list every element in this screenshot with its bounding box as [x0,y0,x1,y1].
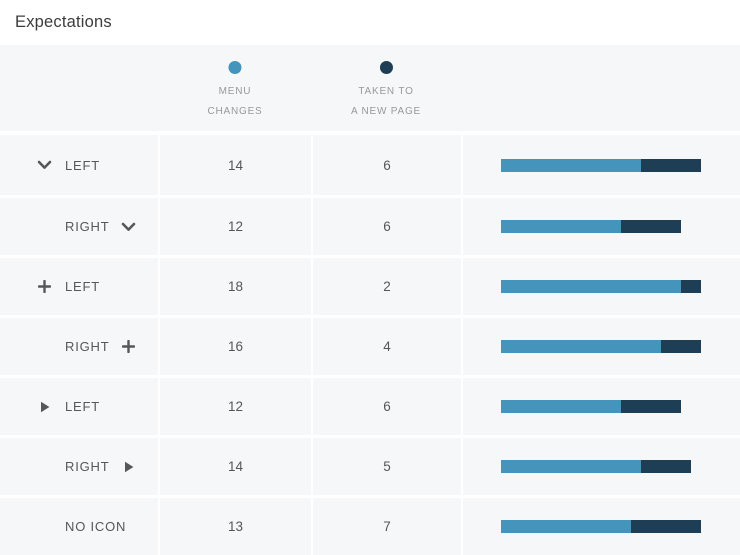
row-label-cell: RIGHT [0,198,158,255]
row-label: RIGHT [65,339,110,354]
table-row: RIGHT 14 5 [0,435,740,495]
title-bar: Expectations [0,0,740,45]
bar-cell [461,498,740,555]
table-row: RIGHT 12 6 [0,195,740,255]
row-label-cell: LEFT [0,378,158,435]
stacked-bar [501,520,701,533]
stacked-bar [501,340,701,353]
menu-changes-segment [501,520,631,533]
menu-changes-value: 12 [158,378,311,435]
menu-changes-value: 14 [158,438,311,495]
stacked-bar [501,280,701,293]
new-page-value: 6 [311,135,461,195]
row-label: RIGHT [65,459,110,474]
new-page-segment [641,460,691,473]
new-page-dot-icon [379,61,393,74]
bar-cell [461,135,740,195]
row-label: NO ICON [65,519,127,534]
bar-cell [461,378,740,435]
legend-item-menu-changes: MENU CHANGES [207,61,262,122]
new-page-segment [631,520,701,533]
page-title: Expectations [15,13,112,31]
row-label: RIGHT [65,219,110,234]
row-label: LEFT [65,279,100,294]
new-page-value: 4 [311,318,461,375]
row-label-cell: NO ICON [0,498,158,555]
new-page-value: 7 [311,498,461,555]
table-row: LEFT 18 2 [0,255,740,315]
table-row: LEFT 14 6 [0,135,740,195]
chevron-down-icon [121,222,136,232]
menu-changes-value: 12 [158,198,311,255]
menu-changes-segment [501,460,641,473]
new-page-segment [621,220,681,233]
plus-icon [37,280,52,293]
row-label-cell: RIGHT [0,438,158,495]
row-label-cell: RIGHT [0,318,158,375]
menu-changes-dot-icon [228,61,242,74]
bar-cell [461,258,740,315]
stacked-bar [501,460,691,473]
row-label: LEFT [65,399,100,414]
row-label-cell: LEFT [0,135,158,195]
legend-label: CHANGES [207,106,263,117]
new-page-segment [681,280,701,293]
row-label-cell: LEFT [0,258,158,315]
menu-changes-value: 14 [158,135,311,195]
new-page-segment [661,340,701,353]
triangle-right-icon [121,461,136,473]
bar-cell [461,318,740,375]
bar-cell [461,198,740,255]
menu-changes-segment [501,400,621,413]
legend-label: MENU [218,86,252,97]
legend-header: MENU CHANGES TAKEN TO A NEW PAGE [0,45,740,131]
menu-changes-segment [501,280,681,293]
plus-icon [121,340,136,353]
menu-changes-value: 13 [158,498,311,555]
menu-changes-value: 16 [158,318,311,375]
menu-changes-segment [501,220,621,233]
menu-changes-value: 18 [158,258,311,315]
new-page-value: 2 [311,258,461,315]
legend-label: A NEW PAGE [350,106,422,117]
menu-changes-segment [501,158,641,172]
legend-item-taken-to-new-page: TAKEN TO A NEW PAGE [351,61,421,122]
bar-cell [461,438,740,495]
new-page-value: 6 [311,198,461,255]
table-row: NO ICON 13 7 [0,495,740,555]
new-page-value: 5 [311,438,461,495]
table-row: LEFT 12 6 [0,375,740,435]
stacked-bar [501,158,701,172]
table-body: LEFT 14 6 RIGHT 12 6 LEFT 18 2 RIGHT 16 4 LEFT 12 6 RIG… [0,135,740,555]
new-page-value: 6 [311,378,461,435]
new-page-segment [641,158,701,172]
stacked-bar [501,220,681,233]
table-row: RIGHT 16 4 [0,315,740,375]
stacked-bar [501,400,681,413]
chevron-down-icon [37,160,52,170]
new-page-segment [621,400,681,413]
triangle-right-icon [37,401,52,413]
row-label: LEFT [65,157,100,173]
legend-label: TAKEN TO [358,86,414,97]
menu-changes-segment [501,340,661,353]
